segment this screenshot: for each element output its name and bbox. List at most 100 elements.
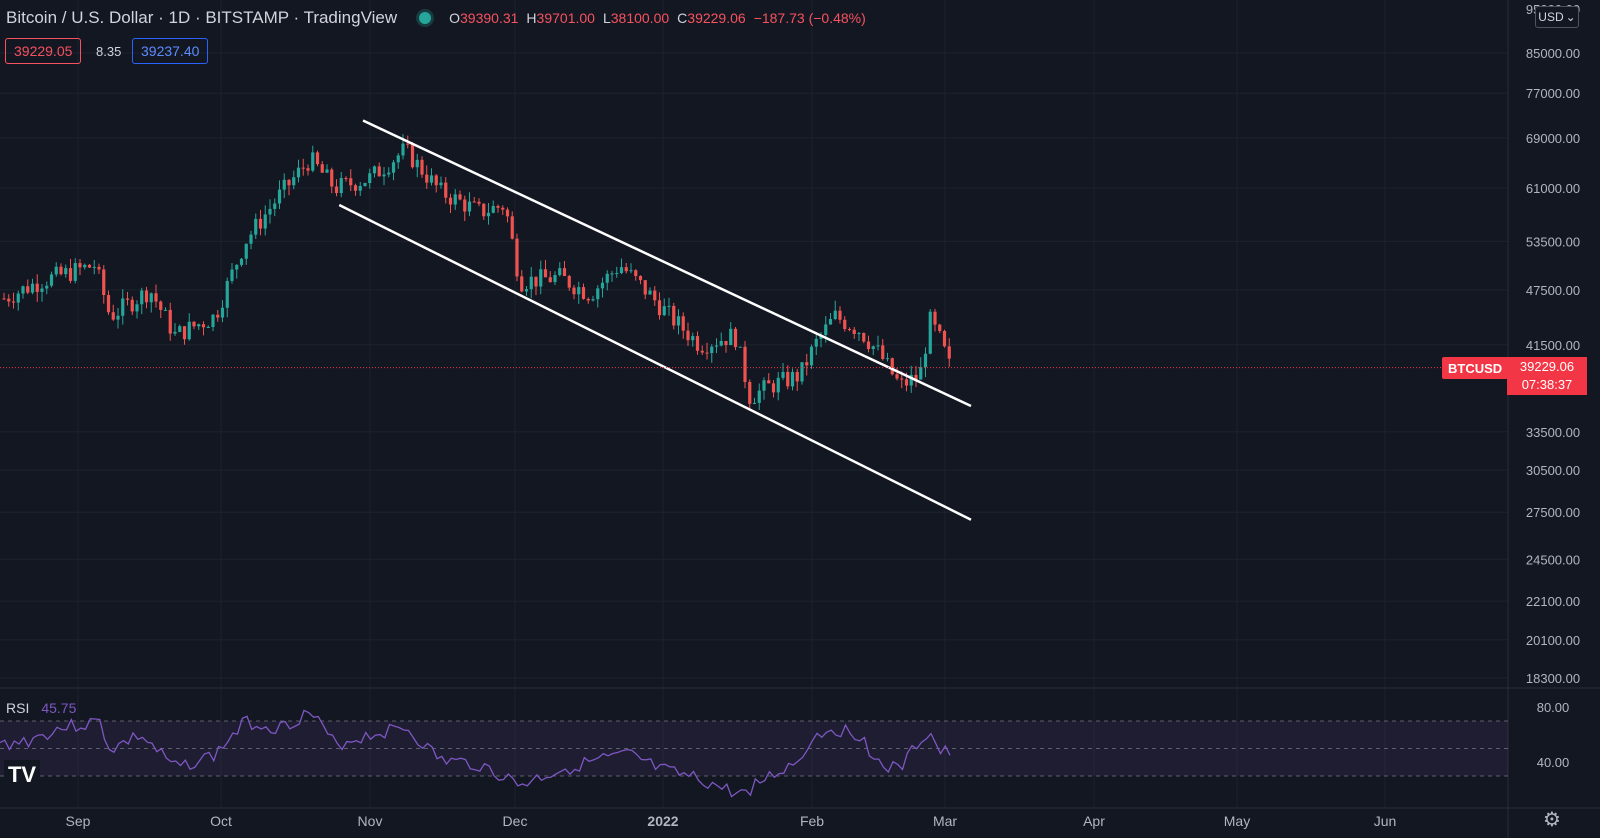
candle-body bbox=[64, 268, 68, 275]
candle-body bbox=[306, 168, 310, 171]
price-tick-label: 41500.00 bbox=[1526, 338, 1580, 353]
candle-body bbox=[558, 268, 562, 276]
candle-body bbox=[881, 345, 885, 359]
candle-body bbox=[824, 324, 828, 336]
candle-body bbox=[187, 321, 191, 340]
time-tick-label: 2022 bbox=[647, 813, 678, 829]
sell-price-button[interactable]: 39229.05 bbox=[5, 38, 82, 64]
candle-body bbox=[776, 377, 780, 393]
rsi-tick-40: 40.00 bbox=[1537, 755, 1570, 770]
candle-body bbox=[805, 362, 809, 366]
candle-body bbox=[106, 295, 111, 313]
market-status-icon[interactable] bbox=[419, 12, 432, 24]
candle-body bbox=[163, 309, 168, 311]
candle-body bbox=[453, 194, 457, 205]
candle-body bbox=[301, 167, 305, 169]
candle-body bbox=[396, 155, 400, 163]
tradingview-logo-icon[interactable]: TV bbox=[4, 760, 40, 790]
candle-body bbox=[562, 268, 567, 277]
symbol-legend: Bitcoin / U.S. Dollar · 1D · BITSTAMP · … bbox=[6, 7, 866, 29]
candle-body bbox=[387, 172, 391, 175]
candle-body bbox=[320, 164, 324, 173]
candle-body bbox=[505, 209, 510, 217]
low-value: 38100.00 bbox=[610, 10, 670, 26]
candle-body bbox=[567, 276, 571, 288]
candle-body bbox=[130, 299, 134, 312]
candle-body bbox=[54, 266, 58, 275]
candle-body bbox=[790, 371, 795, 387]
candle-body bbox=[140, 290, 144, 305]
candle-body bbox=[159, 301, 163, 310]
candle-body bbox=[83, 264, 87, 268]
symbol-badge: BTCUSD bbox=[1442, 357, 1509, 379]
candle-body bbox=[828, 318, 833, 325]
candle-body bbox=[786, 371, 790, 387]
candle-body bbox=[249, 234, 253, 244]
candle-body bbox=[339, 178, 343, 194]
candle-body bbox=[581, 287, 586, 299]
candle-body bbox=[520, 276, 524, 292]
price-tick-label: 30500.00 bbox=[1526, 463, 1580, 478]
candle-body bbox=[615, 273, 619, 275]
candle-body bbox=[486, 212, 491, 217]
candle-body bbox=[168, 309, 172, 334]
candle-body bbox=[586, 298, 590, 301]
candle-body bbox=[49, 274, 54, 286]
candle-body bbox=[439, 182, 443, 186]
candle-body bbox=[938, 324, 942, 331]
candle-body bbox=[30, 283, 35, 293]
candle-body bbox=[714, 345, 719, 347]
candle-body bbox=[752, 402, 757, 404]
candle-body bbox=[467, 201, 472, 212]
candle-body bbox=[482, 203, 486, 217]
candle-body bbox=[914, 374, 918, 380]
candle-body bbox=[591, 299, 595, 301]
currency-button[interactable]: USD ⌄ bbox=[1535, 6, 1579, 28]
gear-icon[interactable]: ⚙ bbox=[1543, 808, 1561, 831]
candle-body bbox=[733, 328, 738, 348]
candle-body bbox=[235, 264, 239, 270]
candle-body bbox=[21, 286, 25, 294]
candle-body bbox=[434, 175, 438, 186]
candle-body bbox=[724, 341, 728, 346]
candle-body bbox=[501, 207, 505, 210]
rsi-legend[interactable]: RSI 45.75 bbox=[6, 700, 76, 716]
candle-body bbox=[216, 314, 220, 318]
candle-body bbox=[78, 263, 82, 268]
candle-body bbox=[111, 312, 115, 320]
candle-body bbox=[629, 270, 633, 272]
candle-body bbox=[178, 326, 182, 332]
candle-body bbox=[206, 326, 210, 328]
candle-body bbox=[857, 333, 861, 335]
candle-body bbox=[596, 288, 600, 300]
candle-body bbox=[491, 206, 495, 213]
candle-body bbox=[800, 362, 804, 382]
candle-body bbox=[577, 287, 581, 295]
spread-value: 8.35 bbox=[96, 43, 122, 59]
candle-body bbox=[904, 379, 909, 386]
candle-body bbox=[220, 307, 225, 318]
candle-body bbox=[444, 182, 448, 198]
candle-body bbox=[192, 321, 196, 327]
symbol-title[interactable]: Bitcoin / U.S. Dollar · 1D · BITSTAMP · … bbox=[6, 8, 398, 27]
open-value: 39390.31 bbox=[460, 10, 519, 26]
time-tick-label: Jun bbox=[1374, 813, 1397, 829]
candle-body bbox=[553, 275, 557, 283]
candle-body bbox=[149, 293, 153, 303]
candle-body bbox=[382, 174, 386, 177]
candle-body bbox=[463, 199, 467, 212]
candle-body bbox=[676, 316, 681, 326]
candle-body bbox=[933, 311, 937, 325]
candle-body bbox=[197, 324, 201, 327]
candle-body bbox=[391, 162, 396, 173]
buy-price-button[interactable]: 39237.40 bbox=[132, 38, 209, 64]
candle-body bbox=[230, 269, 234, 281]
candle-body bbox=[254, 218, 258, 235]
candle-body bbox=[68, 268, 73, 281]
candle-body bbox=[895, 374, 899, 379]
candle-body bbox=[368, 173, 372, 184]
candle-body bbox=[638, 275, 643, 281]
candle-body bbox=[862, 333, 866, 342]
